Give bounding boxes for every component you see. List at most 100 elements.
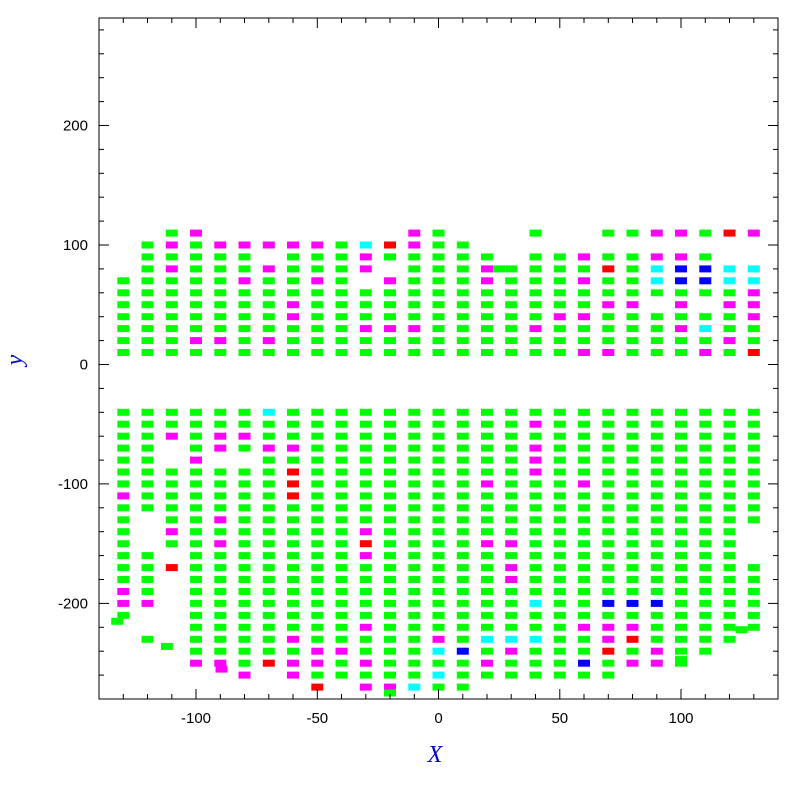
data-cell — [335, 516, 348, 524]
data-cell — [505, 277, 518, 285]
data-cell — [529, 528, 542, 536]
data-cell — [335, 408, 348, 416]
data-cell — [675, 456, 687, 464]
data-cell — [117, 420, 130, 428]
data-cell — [311, 504, 324, 512]
data-cell — [141, 325, 154, 333]
data-cell — [408, 492, 421, 500]
data-cell — [675, 289, 687, 297]
data-cell — [481, 468, 493, 476]
data-cell — [650, 540, 663, 548]
data-cell — [626, 337, 639, 345]
data-cell — [141, 492, 154, 500]
data-cell — [602, 540, 615, 548]
data-cell — [214, 564, 227, 572]
data-cell — [111, 617, 124, 625]
data-cell — [408, 444, 421, 452]
data-cell — [481, 671, 493, 679]
data-cell — [699, 564, 712, 572]
data-cell — [359, 564, 372, 572]
data-cell — [650, 599, 663, 607]
data-cell — [214, 611, 227, 619]
data-cell — [675, 432, 687, 440]
data-cell — [578, 647, 590, 655]
data-cell — [214, 277, 227, 285]
data-cell — [408, 659, 421, 667]
tick-labels: -100 -50 0 50 100 -200 -100 0 100 200 — [58, 118, 694, 728]
data-cell — [287, 528, 299, 536]
data-cell — [190, 432, 202, 440]
data-cell — [384, 647, 396, 655]
data-cell — [602, 325, 615, 333]
data-cell — [650, 492, 663, 500]
data-cell — [408, 576, 421, 583]
data-cell — [311, 576, 324, 583]
data-cell — [287, 468, 299, 476]
data-cell — [602, 229, 615, 237]
data-cell — [238, 492, 251, 500]
data-cell — [747, 265, 760, 273]
data-cell — [262, 468, 275, 476]
data-cell — [481, 301, 493, 309]
data-cell — [262, 504, 275, 512]
data-cell — [626, 253, 639, 261]
data-cell — [190, 229, 202, 237]
data-cell — [675, 468, 687, 476]
data-cell — [141, 468, 154, 476]
data-cell — [529, 588, 542, 595]
data-cell — [359, 313, 372, 321]
data-cell — [335, 277, 348, 285]
data-cell — [456, 611, 469, 619]
data-cell — [432, 349, 445, 356]
data-cell — [190, 325, 202, 333]
data-cell — [553, 671, 566, 679]
data-cell — [311, 253, 324, 261]
data-cell — [141, 564, 154, 572]
data-cell — [238, 349, 251, 356]
data-cell — [578, 611, 590, 619]
data-cell — [190, 552, 202, 560]
data-cell — [190, 659, 202, 667]
data-cell — [626, 277, 639, 285]
data-cell — [650, 313, 663, 321]
data-cell — [214, 599, 227, 607]
data-cell — [650, 611, 663, 619]
data-cell — [456, 277, 469, 285]
data-cell — [384, 301, 396, 309]
data-cell — [262, 480, 275, 488]
data-cell — [626, 325, 639, 333]
data-cell — [723, 349, 736, 356]
data-cell — [190, 468, 202, 476]
data-cell — [529, 647, 542, 655]
data-cell — [117, 408, 130, 416]
data-cell — [141, 277, 154, 285]
data-cell — [117, 289, 130, 297]
data-cell — [432, 528, 445, 536]
data-cell — [384, 241, 396, 249]
data-cell — [626, 456, 639, 464]
data-cell — [456, 432, 469, 440]
data-cell — [675, 599, 687, 607]
data-cell — [238, 623, 251, 631]
data-cell — [626, 420, 639, 428]
data-cell — [553, 301, 566, 309]
data-cell — [723, 468, 736, 476]
data-cell — [384, 623, 396, 631]
data-cell — [335, 456, 348, 464]
data-cell — [384, 611, 396, 619]
data-cell — [214, 623, 227, 631]
data-cell — [553, 325, 566, 333]
data-cell — [384, 444, 396, 452]
data-cell — [117, 611, 130, 619]
data-cell — [747, 480, 760, 488]
data-cell — [165, 301, 178, 309]
data-cell — [408, 432, 421, 440]
data-cell — [432, 337, 445, 345]
data-cell — [626, 504, 639, 512]
data-cell — [214, 265, 227, 273]
data-cell — [432, 444, 445, 452]
data-cell — [505, 659, 518, 667]
data-cell — [384, 516, 396, 524]
data-cell — [238, 564, 251, 572]
data-cell — [723, 444, 736, 452]
